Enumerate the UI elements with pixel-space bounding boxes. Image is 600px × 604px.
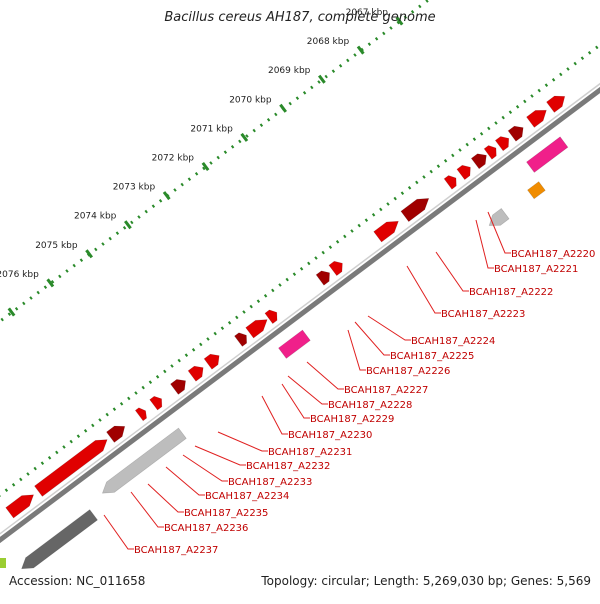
gene-fwd xyxy=(133,402,151,421)
kbp-tick-label: 2068 kbp xyxy=(307,37,350,47)
kbp-tick-label: 2070 kbp xyxy=(229,95,272,105)
gene-label-leader xyxy=(262,396,288,434)
gray-feature xyxy=(484,205,511,231)
gene-label: BCAH187_A2230 xyxy=(288,430,372,441)
gene-fwd xyxy=(455,158,476,179)
gray-feature-body xyxy=(485,208,509,230)
gene-label-leader xyxy=(436,252,469,291)
gene-label-leader xyxy=(368,316,411,340)
gene-label-leader xyxy=(104,515,134,549)
gene-fwd xyxy=(169,372,191,394)
gene-label: BCAH187_A2233 xyxy=(228,477,312,488)
gene-label: BCAH187_A2236 xyxy=(164,523,248,534)
gene-label-leader xyxy=(131,492,164,527)
scale-tick xyxy=(125,221,130,228)
gene-label: BCAH187_A2232 xyxy=(246,461,330,472)
gene-label: BCAH187_A2224 xyxy=(411,336,495,347)
gene-label: BCAH187_A2221 xyxy=(494,264,578,275)
gene-label: BCAH187_A2227 xyxy=(344,385,428,396)
gene-fwd xyxy=(327,254,348,275)
gene-label-leader xyxy=(307,362,344,389)
kbp-tick-label: 2075 kbp xyxy=(35,241,78,251)
gene-label: BCAH187_A2237 xyxy=(134,545,218,556)
gene-label: BCAH187_A2220 xyxy=(511,249,595,260)
gene-label: BCAH187_A2235 xyxy=(184,508,268,519)
orange-feature xyxy=(526,178,547,199)
accession-text: Accession: NC_011658 xyxy=(9,574,145,588)
kbp-tick-label: 2073 kbp xyxy=(113,183,156,193)
scale-tick xyxy=(86,250,91,257)
gene-label-leader xyxy=(288,376,328,404)
gene-label: BCAH187_A2223 xyxy=(441,309,525,320)
gene-label: BCAH187_A2228 xyxy=(328,400,412,411)
gene-label-leader xyxy=(282,384,310,418)
gene-label: BCAH187_A2225 xyxy=(390,351,474,362)
gene-fwd xyxy=(202,347,224,369)
gene-label: BCAH187_A2231 xyxy=(268,447,352,458)
gene-fwd xyxy=(148,390,167,410)
gene-label-leader xyxy=(195,446,246,465)
gene-label: BCAH187_A2226 xyxy=(366,366,450,377)
kbp-tick-label: 2071 kbp xyxy=(190,124,233,134)
gene-fwd-face xyxy=(33,431,105,486)
scale-tick xyxy=(280,105,285,112)
gene-label-leader xyxy=(148,484,184,512)
gene-label-leader xyxy=(348,330,366,370)
gene-label-leader xyxy=(407,266,441,313)
gene-label: BCAH187_A2234 xyxy=(205,491,289,502)
kbp-tick-label: 2076 kbp xyxy=(0,270,39,280)
genome-summary-text: Topology: circular; Length: 5,269,030 bp… xyxy=(261,574,591,588)
edge-fragment xyxy=(0,558,6,568)
gene-label-leader xyxy=(476,220,494,268)
map-title: Bacillus cereus AH187, complete genome xyxy=(0,10,600,25)
kbp-tick-label: 2069 kbp xyxy=(268,66,311,76)
kbp-tick-label: 2074 kbp xyxy=(74,212,117,222)
gene-label: BCAH187_A2222 xyxy=(469,287,553,298)
kbp-tick-label: 2072 kbp xyxy=(152,154,195,164)
gene-fwd xyxy=(442,169,461,189)
gray-feature-3-face xyxy=(16,506,91,564)
gene-label-leader xyxy=(166,467,205,495)
gene-label: BCAH187_A2229 xyxy=(310,414,394,425)
gene-label-leader xyxy=(218,432,268,451)
gene-fwd xyxy=(186,359,208,381)
gene-fwd xyxy=(506,119,528,141)
orange-feature-body xyxy=(528,182,546,199)
gene-label-leader xyxy=(183,455,228,481)
